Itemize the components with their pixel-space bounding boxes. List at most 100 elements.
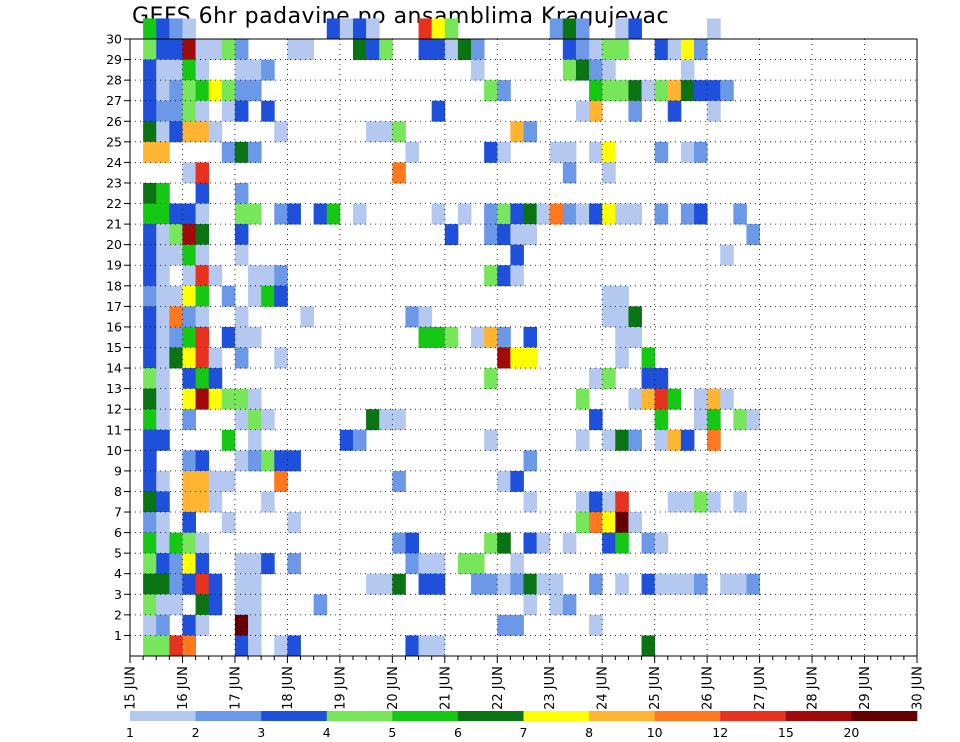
heatmap-cell: [707, 409, 721, 431]
heatmap-cell: [221, 285, 236, 307]
heatmap-cell: [602, 491, 616, 513]
heatmap-cell: [221, 80, 236, 102]
heatmap-cell: [628, 100, 642, 122]
heatmap-cell: [497, 265, 511, 287]
heatmap-cell: [169, 635, 183, 657]
heatmap-cell: [182, 635, 196, 657]
heatmap-cell: [143, 141, 157, 163]
heatmap-cell: [562, 141, 577, 163]
heatmap-cell: [510, 203, 524, 225]
heatmap-cell: [169, 326, 183, 348]
heatmap-cell: [733, 203, 747, 225]
x-axis: 15 JUN 16 JUN 17 JUN 18 JUN 19 JUN 20 JUN 21 J…: [124, 656, 926, 710]
heatmap-cell: [418, 553, 433, 575]
heatmap-cell: [195, 59, 210, 81]
heatmap-cell: [195, 553, 210, 575]
heatmap-cell: [615, 18, 629, 40]
heatmap-cell: [156, 224, 170, 246]
heatmap-cell: [182, 409, 196, 431]
heatmap-cell: [641, 635, 656, 657]
heatmap-cell: [523, 450, 538, 472]
heatmap-cell: [352, 203, 367, 225]
heatmap-cell: [615, 512, 629, 533]
colorbar-swatch: [523, 711, 590, 721]
colorbar-label: 3: [257, 725, 265, 740]
heatmap-cell: [694, 491, 708, 513]
colorbar-label: 20: [843, 725, 859, 740]
heatmap-cell: [195, 121, 210, 143]
heatmap-cell: [221, 470, 236, 492]
y-tick-label: 10: [106, 443, 122, 458]
colorbar-swatch: [130, 711, 196, 721]
heatmap-cell: [392, 573, 406, 595]
heatmap-cell: [484, 532, 498, 554]
heatmap-cell: [234, 553, 249, 575]
heatmap-cell: [156, 532, 170, 554]
heatmap-cells: [143, 18, 760, 657]
heatmap-cell: [143, 368, 157, 390]
colorbar-label: 1: [126, 725, 134, 740]
heatmap-cell: [182, 80, 196, 102]
heatmap-cell: [234, 573, 249, 595]
heatmap-cell: [523, 573, 538, 595]
heatmap-cell: [156, 594, 170, 616]
y-tick-label: 23: [106, 175, 122, 190]
heatmap-cell: [182, 265, 196, 287]
heatmap-cell: [379, 39, 393, 60]
heatmap-cell: [248, 388, 262, 410]
heatmap-cell: [392, 470, 406, 492]
colorbar-legend: 1 2 3 4 5 6 7 8 10 12 15 20: [126, 711, 918, 740]
heatmap-cell: [720, 244, 734, 266]
heatmap-cell: [628, 18, 642, 40]
heatmap-cell: [339, 18, 354, 40]
x-tick-label: 20 JUN: [386, 666, 401, 710]
heatmap-cell: [156, 80, 170, 102]
heatmap-cell: [654, 532, 669, 554]
heatmap-cell: [484, 326, 498, 348]
x-tick-label: 17 JUN: [228, 666, 243, 710]
heatmap-cell: [234, 244, 249, 266]
heatmap-cell: [195, 244, 210, 266]
colorbar-label: 4: [323, 725, 331, 740]
y-tick-label: 14: [106, 361, 122, 376]
colorbar-swatch: [326, 711, 393, 721]
heatmap-cell: [746, 409, 760, 431]
heatmap-cell: [248, 141, 262, 163]
heatmap-cell: [654, 141, 669, 163]
heatmap-cell: [641, 532, 656, 554]
heatmap-cell: [497, 573, 511, 595]
heatmap-cell: [575, 18, 590, 40]
heatmap-cell: [510, 614, 524, 636]
heatmap-cell: [431, 326, 446, 348]
heatmap-cell: [248, 203, 262, 225]
heatmap-cell: [510, 244, 524, 266]
heatmap-cell: [615, 491, 629, 513]
heatmap-cell: [405, 553, 419, 575]
heatmap-cell: [182, 368, 196, 390]
heatmap-cell: [680, 573, 695, 595]
heatmap-cell: [195, 573, 210, 595]
y-tick-label: 6: [114, 525, 122, 540]
heatmap-cell: [313, 594, 328, 616]
heatmap-cell: [274, 203, 288, 225]
colorbar-label: 6: [454, 725, 462, 740]
heatmap-cell: [195, 306, 210, 328]
heatmap-cell: [418, 18, 433, 40]
heatmap-cell: [274, 347, 288, 369]
heatmap-cell: [234, 80, 249, 102]
heatmap-cell: [182, 285, 196, 307]
heatmap-cell: [208, 573, 223, 595]
heatmap-cell: [287, 512, 301, 533]
heatmap-cell: [431, 553, 446, 575]
heatmap-cell: [471, 326, 485, 348]
heatmap-cell: [208, 594, 223, 616]
heatmap-cell: [274, 285, 288, 307]
heatmap-cell: [589, 512, 603, 533]
heatmap-cell: [667, 80, 682, 102]
heatmap-cell: [707, 18, 721, 40]
heatmap-cell: [641, 368, 656, 390]
heatmap-cell: [221, 429, 236, 451]
y-tick-label: 15: [106, 340, 122, 355]
heatmap-cell: [274, 121, 288, 143]
heatmap-cell: [602, 39, 616, 60]
